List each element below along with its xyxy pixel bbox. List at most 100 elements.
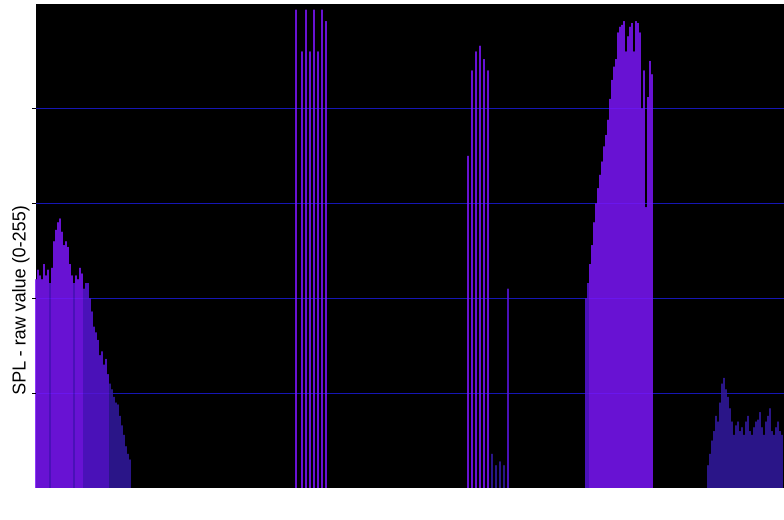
bar (593, 222, 595, 488)
bar (645, 207, 647, 488)
bar (113, 396, 115, 488)
bar (619, 26, 621, 489)
bar (55, 229, 57, 488)
bar (75, 275, 77, 488)
bar (471, 70, 473, 489)
bar (487, 70, 489, 489)
bar (45, 275, 47, 488)
bar (613, 66, 615, 488)
bar (609, 98, 611, 489)
bar (761, 427, 763, 488)
bar (63, 245, 65, 488)
bar (479, 45, 481, 488)
gridlines (36, 108, 784, 394)
bar (89, 298, 91, 488)
bar (59, 218, 61, 489)
bar (617, 32, 619, 488)
bar (623, 21, 625, 489)
bar (115, 402, 117, 488)
bar (771, 431, 773, 488)
bar (129, 459, 131, 488)
bar (627, 36, 629, 489)
bar (739, 431, 741, 488)
bar (41, 279, 43, 488)
bar (709, 453, 711, 488)
bar (301, 51, 303, 488)
bar (731, 421, 733, 488)
bar (777, 421, 779, 488)
bar (87, 283, 89, 488)
bar (483, 59, 485, 488)
bar (755, 421, 757, 488)
bar (763, 434, 765, 488)
bar (735, 425, 737, 488)
bar (71, 275, 73, 488)
bar (715, 415, 717, 488)
bar (61, 231, 63, 488)
bar (495, 465, 497, 488)
bar (599, 174, 601, 488)
bar (503, 465, 505, 488)
bar (647, 97, 649, 488)
bar (757, 419, 759, 488)
bar (765, 421, 767, 488)
bar (121, 425, 123, 488)
bar (611, 79, 613, 489)
bar (73, 283, 75, 488)
bar (491, 453, 493, 488)
bar (81, 273, 83, 488)
bar (615, 59, 617, 488)
bar (759, 412, 761, 488)
bar (79, 267, 81, 488)
bar (605, 134, 607, 488)
bar (37, 269, 39, 488)
bar (747, 415, 749, 488)
bar (767, 415, 769, 488)
bar (47, 269, 49, 488)
bar (727, 396, 729, 488)
bar (589, 264, 591, 488)
bar (475, 51, 477, 488)
bar (313, 9, 315, 488)
plot-area (36, 4, 784, 488)
bar (743, 434, 745, 488)
bar (643, 70, 645, 489)
bar (127, 453, 129, 488)
bar (631, 22, 633, 488)
bar (99, 355, 101, 488)
bar (721, 383, 723, 488)
bar (725, 389, 727, 488)
bar (753, 427, 755, 488)
bar (65, 241, 67, 488)
bar (775, 427, 777, 488)
bar (729, 408, 731, 488)
bar (751, 434, 753, 488)
bar (57, 222, 59, 488)
bar (49, 283, 51, 488)
bar (125, 446, 127, 488)
bar (117, 404, 119, 488)
bar (103, 364, 105, 488)
bar (745, 421, 747, 488)
bar (39, 275, 41, 488)
bar (85, 283, 87, 488)
bar (779, 431, 781, 488)
bar (53, 241, 55, 488)
bar (111, 389, 113, 488)
bar (109, 383, 111, 488)
bar (585, 298, 587, 488)
bar (637, 22, 639, 488)
bar (625, 51, 627, 488)
bar (93, 326, 95, 488)
bar (101, 351, 103, 488)
bar (305, 9, 307, 488)
bar (713, 431, 715, 488)
bar (43, 264, 45, 488)
bar (737, 421, 739, 488)
bar (781, 434, 783, 488)
y-axis-label: SPL - raw value (0-255) (9, 205, 30, 395)
bar (749, 431, 751, 488)
bar (595, 203, 597, 489)
bar (633, 51, 635, 488)
